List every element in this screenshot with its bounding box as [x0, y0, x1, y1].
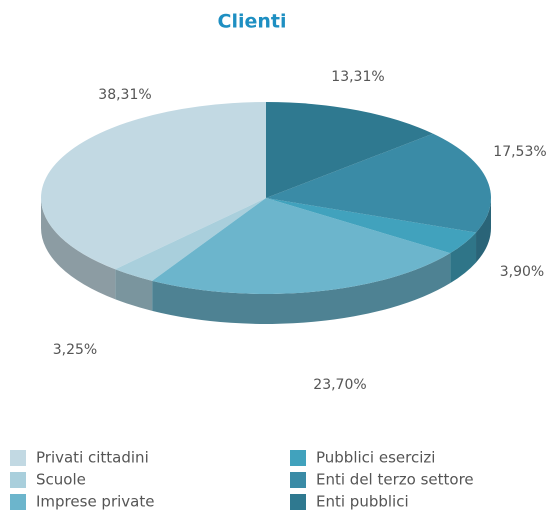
slice	[152, 198, 451, 294]
slice	[266, 198, 477, 254]
legend-swatch	[10, 494, 26, 510]
legend-label: Imprese private	[36, 493, 154, 511]
legend-label: Enti pubblici	[316, 493, 409, 511]
data-label: 38,31%	[98, 87, 151, 103]
legend-swatch	[290, 472, 306, 488]
chart-title: Clienti	[218, 11, 287, 33]
slice	[266, 102, 433, 198]
slice-side	[152, 253, 451, 324]
legend-swatch	[290, 450, 306, 466]
legend-label: Enti del terzo settore	[316, 471, 474, 489]
slice-side	[476, 198, 491, 263]
legend-label: Scuole	[36, 471, 86, 489]
slice-side	[41, 198, 116, 300]
data-label: 23,70%	[313, 377, 366, 393]
data-label: 13,31%	[331, 69, 384, 85]
data-label: 17,53%	[493, 144, 546, 160]
data-label: 3,90%	[500, 264, 544, 280]
slice-side	[115, 269, 153, 311]
legend-label: Privati cittadini	[36, 449, 149, 467]
legend-label: Pubblici esercizi	[316, 449, 435, 467]
data-label: 3,25%	[53, 342, 97, 358]
legend-swatch	[10, 450, 26, 466]
slice	[266, 133, 491, 233]
legend-swatch	[10, 472, 26, 488]
slice	[40, 102, 267, 270]
slice	[115, 198, 266, 281]
slice-side	[450, 232, 477, 284]
legend-swatch	[290, 494, 306, 510]
